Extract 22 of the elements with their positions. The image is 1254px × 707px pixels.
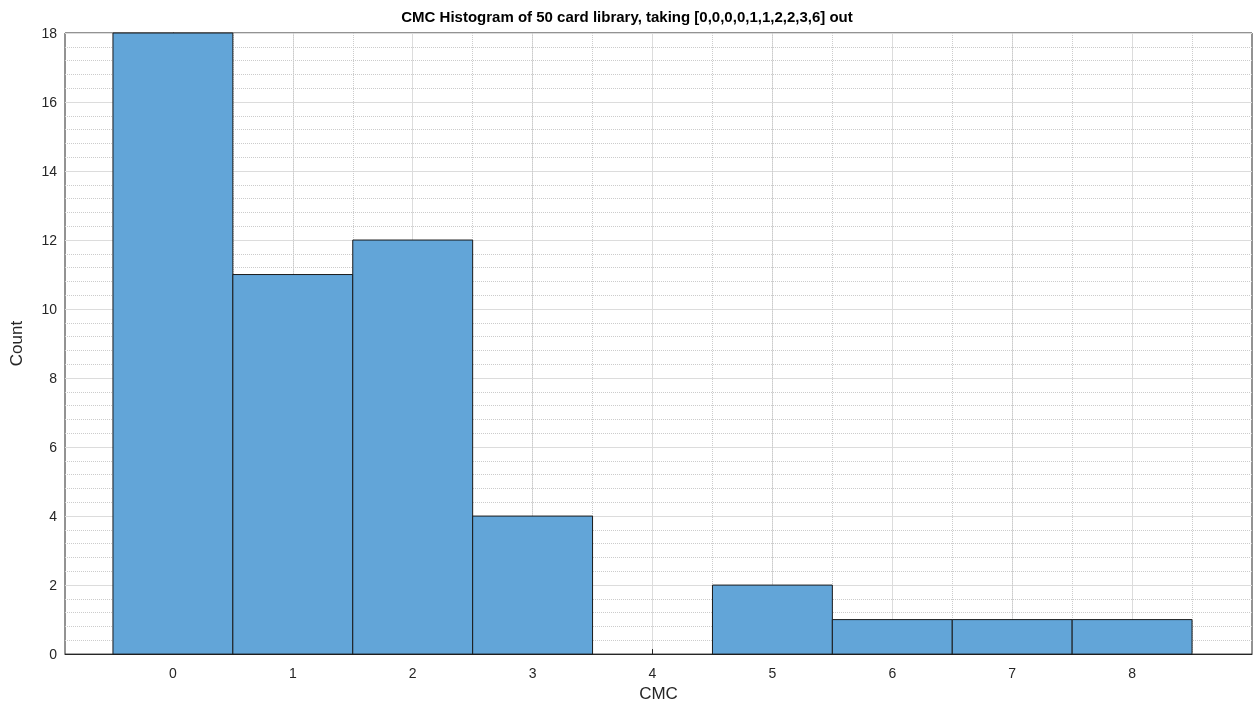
x-tick-label: 4 — [648, 665, 657, 682]
x-tick-label: 8 — [1128, 665, 1137, 682]
y-tick-label: 12 — [41, 232, 58, 249]
y-tick-label: 16 — [41, 94, 58, 111]
y-tick-label: 14 — [41, 163, 58, 180]
x-tick-label: 5 — [768, 665, 777, 682]
x-tick-label: 2 — [408, 665, 417, 682]
x-tick-label: 1 — [288, 665, 297, 682]
x-tick-label: 3 — [528, 665, 537, 682]
y-tick-label: 8 — [49, 370, 58, 387]
x-axis-title: CMC — [639, 684, 678, 703]
x-tick-label: 7 — [1008, 665, 1017, 682]
y-tick-label: 10 — [41, 301, 58, 318]
y-tick-label: 18 — [41, 25, 58, 41]
chart-title: CMC Histogram of 50 card library, taking [0,0,0,0,1,1,2,2,3,6] out — [401, 8, 853, 25]
y-tick-label: 0 — [49, 646, 58, 663]
y-tick-label: 4 — [49, 508, 58, 525]
x-tick-label: 0 — [169, 665, 178, 682]
x-tick-label: 6 — [888, 665, 897, 682]
y-tick-label: 2 — [49, 577, 58, 594]
y-tick-label: 6 — [49, 439, 58, 456]
y-axis-title: Count — [7, 320, 26, 367]
